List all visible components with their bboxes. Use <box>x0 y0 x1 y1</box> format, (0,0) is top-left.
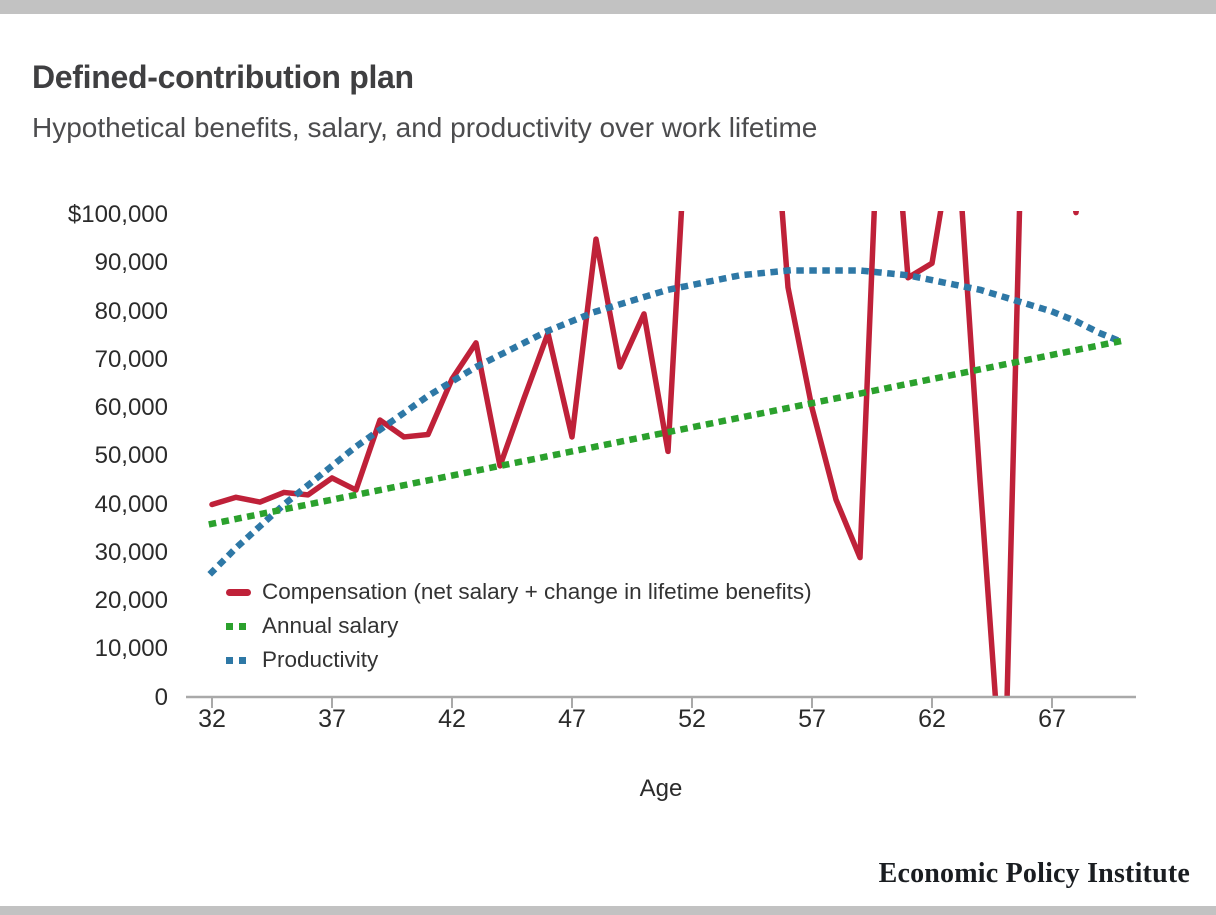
y-tick-label: 90,000 <box>94 249 168 277</box>
annual-salary-dots-swatch <box>226 622 252 630</box>
y-tick-label: 30,000 <box>94 538 168 566</box>
y-tick-label: 50,000 <box>94 442 168 470</box>
x-axis-title: Age <box>639 775 683 802</box>
y-tick-label: $100,000 <box>67 201 168 228</box>
legend-item-annual-salary: Annual salary <box>226 609 812 643</box>
x-axis-ticks <box>211 697 1053 708</box>
productivity-dots-swatch <box>226 656 252 664</box>
y-tick-label: 70,000 <box>94 345 168 373</box>
epi-wordmark: Economic Policy Institute <box>878 858 1190 889</box>
page-title: Defined-contribution plan <box>32 59 414 95</box>
x-tick-label: 57 <box>798 705 826 733</box>
legend: Compensation (net salary + change in lif… <box>226 575 812 677</box>
x-tick-label: 47 <box>558 705 586 733</box>
legend-label: Annual salary <box>262 613 399 638</box>
x-tick-label: 52 <box>678 705 706 733</box>
compensation-line <box>209 211 1079 698</box>
legend-item-compensation: Compensation (net salary + change in lif… <box>226 575 812 609</box>
legend-label: Compensation (net salary + change in lif… <box>262 579 812 604</box>
x-tick-label: 37 <box>318 705 346 733</box>
y-tick-label: 0 <box>154 683 168 711</box>
x-tick-label: 67 <box>1038 705 1066 733</box>
y-tick-label: 40,000 <box>94 490 168 518</box>
x-tick-label: 32 <box>198 705 226 733</box>
bottom-accent-bar <box>0 906 1216 915</box>
top-accent-bar <box>0 0 1216 14</box>
y-tick-label: 60,000 <box>94 394 168 421</box>
x-tick-label: 62 <box>918 705 946 733</box>
y-tick-label: 10,000 <box>94 635 168 663</box>
compensation-line-swatch <box>226 588 252 596</box>
productivity-line <box>207 267 1129 577</box>
y-tick-label: 20,000 <box>94 587 168 614</box>
x-tick-label: 42 <box>438 705 466 733</box>
page-subtitle: Hypothetical benefits, salary, and produ… <box>32 112 818 143</box>
legend-item-productivity: Productivity <box>226 643 812 677</box>
annual-salary-line <box>208 336 1128 528</box>
y-tick-label: 80,000 <box>94 297 168 325</box>
legend-label: Productivity <box>262 647 379 672</box>
